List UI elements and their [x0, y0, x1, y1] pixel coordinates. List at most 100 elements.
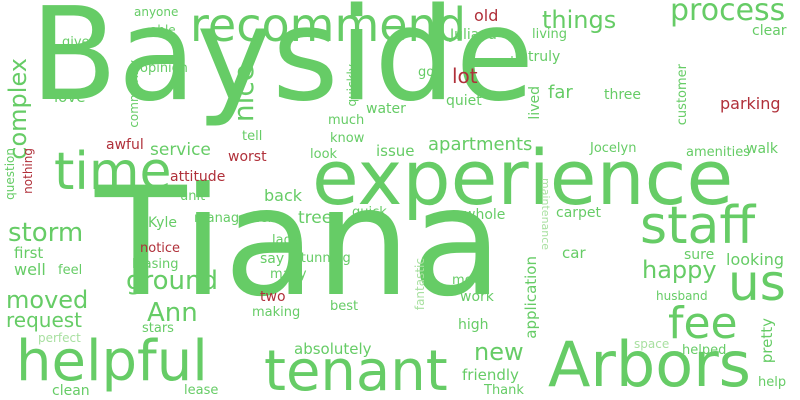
word-lived: lived	[527, 86, 543, 120]
word-best: best	[330, 299, 359, 314]
word-juliana: Juliana	[450, 27, 497, 43]
word-say: say	[260, 251, 285, 267]
word-around: around	[468, 55, 514, 70]
word-work: work	[460, 289, 494, 305]
word-worst: worst	[228, 149, 267, 165]
word-new: new	[474, 338, 524, 366]
word-application: application	[522, 256, 540, 339]
word-help: help	[758, 375, 787, 390]
word-go: go	[418, 65, 435, 80]
word-well: well	[14, 260, 46, 279]
word-leasing: leasing	[132, 257, 179, 272]
word-move: move	[452, 273, 489, 288]
word-amenities: amenities	[686, 145, 750, 160]
word-happy: happy	[642, 256, 717, 284]
word-issue: issue	[376, 142, 415, 160]
word-awful: awful	[106, 137, 144, 153]
word-know: know	[330, 131, 365, 146]
word-quiet: quiet	[446, 93, 482, 109]
word-pretty: pretty	[758, 318, 776, 364]
word-maintenance: maintenance	[539, 178, 552, 251]
word-tree: tree	[298, 208, 333, 228]
word-quickly: quickly	[345, 64, 359, 107]
word-apartments: apartments	[428, 134, 533, 155]
word-staff: staff	[640, 196, 756, 256]
word-stunning: stunning	[294, 251, 351, 266]
word-clean: clean	[52, 383, 90, 399]
word-living: living	[532, 27, 568, 42]
word-look: look	[310, 147, 338, 162]
word-space: space	[634, 337, 670, 351]
word-three: three	[604, 87, 642, 103]
word-nice: nice	[227, 64, 260, 123]
word-time: time	[54, 142, 172, 202]
word-jocelyn: Jocelyn	[590, 141, 637, 156]
word-helped: helped	[682, 343, 727, 358]
word-making: making	[252, 305, 301, 320]
word-parking: parking	[720, 94, 781, 113]
word-walk: walk	[746, 141, 779, 157]
word-tiana: Tiana	[95, 156, 503, 330]
word-nothing: nothing	[21, 148, 35, 194]
word-anyone: anyone	[134, 5, 179, 19]
word-helpful: helpful	[16, 329, 208, 394]
word-two: two	[260, 289, 286, 305]
word-clear: clear	[752, 23, 787, 39]
word-looking: looking	[726, 250, 785, 269]
word-ground: ground	[126, 266, 218, 296]
word-request: request	[6, 308, 83, 332]
word-us: us	[728, 254, 786, 312]
word-lady: lady	[272, 233, 300, 248]
word-lease: lease	[184, 383, 219, 398]
word-love: love	[54, 88, 86, 106]
word-service: service	[150, 140, 211, 160]
word-back: back	[264, 186, 303, 205]
word-ann: Ann	[147, 298, 198, 328]
word-customer: customer	[675, 64, 690, 126]
word-sure: sure	[684, 247, 715, 263]
word-community: community	[127, 60, 141, 128]
word-stars: stars	[142, 321, 174, 336]
word-quick: quick	[352, 205, 387, 220]
word-give: give	[62, 35, 90, 50]
word-process: process	[670, 0, 786, 28]
word-management: management	[194, 211, 282, 226]
word-unit: unit	[180, 189, 206, 204]
word-husband: husband	[656, 289, 708, 303]
word-attitude: attitude	[170, 169, 226, 185]
word-kyle: Kyle	[148, 215, 177, 231]
word-moved: moved	[6, 286, 89, 314]
word-truly: truly	[528, 49, 561, 65]
word-far: far	[548, 82, 573, 103]
word-feel: feel	[58, 263, 83, 278]
word-arbors: Arbors	[548, 328, 751, 400]
word-fantastic: fantastic	[413, 258, 427, 311]
word-water: water	[366, 101, 406, 117]
word-absolutely: absolutely	[294, 340, 372, 358]
word-tell: tell	[242, 129, 263, 144]
word-opinion: opinion	[140, 61, 188, 76]
word-perfect: perfect	[38, 331, 81, 345]
word-question: question	[3, 148, 17, 200]
word-car: car	[562, 244, 586, 262]
word-many: many	[270, 267, 307, 282]
word-carpet: carpet	[556, 205, 602, 221]
word-whole: whole	[464, 207, 506, 223]
word-experience: experience	[312, 133, 734, 222]
word-lot: lot	[452, 64, 478, 88]
word-fee: fee	[668, 298, 738, 349]
word-recommend: recommend	[190, 0, 466, 52]
word-first: first	[14, 244, 44, 262]
word-notice: notice	[140, 241, 181, 256]
word-things: things	[542, 6, 617, 34]
word-storm: storm	[8, 218, 84, 248]
word-tenant: tenant	[264, 339, 448, 400]
word-friendly: friendly	[462, 366, 519, 384]
word-bayside: Bayside	[30, 0, 535, 130]
word-high: high	[458, 317, 489, 333]
word-thank: Thank	[484, 383, 524, 398]
word-much: much	[328, 113, 365, 128]
word-old: old	[474, 6, 499, 25]
word-complex: complex	[4, 58, 32, 160]
